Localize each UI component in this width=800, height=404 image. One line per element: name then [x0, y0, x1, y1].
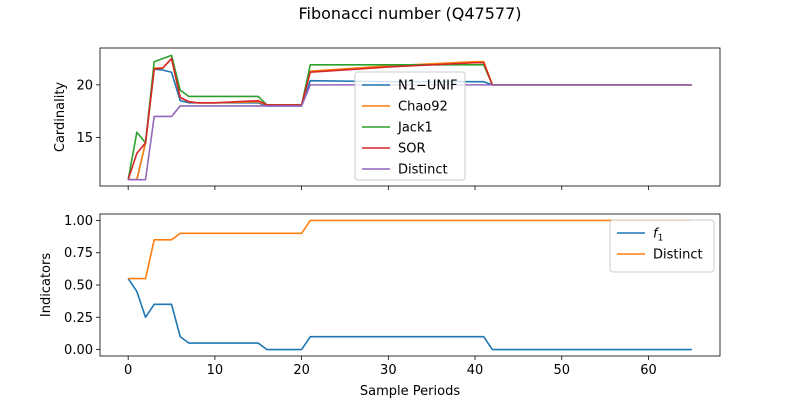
bottom-xtick-label: 0 — [124, 363, 132, 378]
top-legend-box — [354, 71, 466, 181]
bottom-ytick-label: 0.50 — [64, 279, 93, 294]
bottom-xlabel: Sample Periods — [360, 384, 460, 399]
top-series-line-distinct — [128, 84, 692, 181]
top-legend: N1−UNIF Chao92 Jack1 SOR Distinct — [354, 71, 466, 181]
top-legend-label-chao92: Chao92 — [398, 100, 448, 115]
top-legend-label-jack1: Jack1 — [397, 121, 433, 136]
bottom-legend: f1 Distinct — [609, 219, 715, 273]
top-ytick-label: 15 — [76, 131, 93, 146]
bottom-series-line-distinct — [128, 219, 692, 280]
bottom-legend-box — [609, 219, 715, 273]
top-legend-label-sor: SOR — [398, 142, 426, 157]
top-ytick-label: 20 — [76, 78, 93, 93]
bottom-ytick-label: 0.00 — [64, 343, 93, 358]
bottom-xtick-label: 60 — [640, 363, 657, 378]
bottom-xtick-label: 10 — [207, 363, 224, 378]
top-axes-frame — [99, 47, 721, 187]
bottom-xtick-label: 20 — [293, 363, 310, 378]
bottom-ytick-label: 0.25 — [64, 311, 93, 326]
top-series-line-sor — [127, 57, 692, 180]
bottom-xtick-label: 40 — [467, 363, 484, 378]
top-ylabel: Cardinality — [53, 82, 68, 153]
bottom-xtick-label: 30 — [380, 363, 397, 378]
bottom-series-group — [127, 219, 692, 351]
top-panel: 15 20 Cardinality N1−UNIF Chao92 Jack1 SOR Dist… — [53, 47, 721, 190]
bottom-ylabel: Indicators — [39, 253, 54, 317]
bottom-legend-label-distinct: Distinct — [653, 248, 703, 263]
bottom-xtick-label: 50 — [553, 363, 570, 378]
top-legend-label-distinct: Distinct — [398, 163, 448, 178]
top-legend-label-n1-unif: N1−UNIF — [398, 79, 457, 94]
bottom-panel: 0 10 20 30 40 50 60 0.00 0.25 0.50 0.75 1.00 Indicat… — [39, 213, 721, 399]
bottom-series-line-f — [127, 278, 692, 351]
bottom-ytick-label: 1.00 — [64, 214, 93, 229]
bottom-legend-label-f: f1 — [653, 227, 663, 244]
bottom-ytick-label: 0.75 — [64, 246, 93, 261]
figure-title: Fibonacci number (Q47577) — [298, 4, 521, 23]
